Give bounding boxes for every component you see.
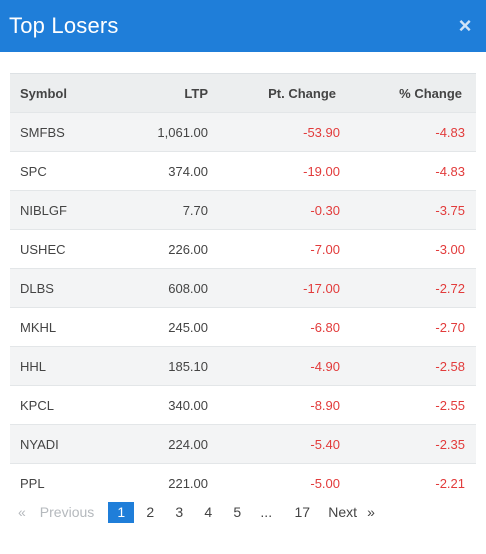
previous-button[interactable]: « Previous	[18, 502, 94, 523]
cell-pct-change: -2.58	[435, 358, 465, 374]
close-icon[interactable]: ×	[458, 13, 472, 38]
table-body: SMFBS 1,061.00 -53.90 -4.83 SPC 374.00 -…	[10, 112, 476, 503]
cell-ltp: 608.00	[168, 280, 208, 296]
cell-pt-change: -5.40	[310, 436, 340, 452]
cell-symbol: DLBS	[20, 280, 54, 296]
page-button-3[interactable]: 3	[175, 504, 184, 520]
previous-label: Previous	[39, 504, 95, 520]
cell-ltp: 185.10	[168, 358, 208, 374]
cell-pt-change: -4.90	[310, 358, 340, 374]
chevron-double-right-icon: »	[367, 504, 375, 520]
cell-ltp: 221.00	[168, 475, 208, 491]
cell-ltp: 1,061.00	[157, 124, 208, 140]
table-header-row: Symbol LTP Pt. Change % Change	[10, 73, 476, 113]
table-row[interactable]: DLBS 608.00 -17.00 -2.72	[10, 268, 476, 308]
chevron-double-left-icon: «	[18, 504, 26, 520]
column-header-ltp[interactable]: LTP	[184, 85, 208, 101]
table-row[interactable]: KPCL 340.00 -8.90 -2.55	[10, 385, 476, 425]
table-row[interactable]: SMFBS 1,061.00 -53.90 -4.83	[10, 112, 476, 152]
cell-pt-change: -7.00	[310, 241, 340, 257]
next-button[interactable]: Next »	[328, 502, 375, 523]
cell-pct-change: -2.72	[435, 280, 465, 296]
cell-symbol: PPL	[20, 475, 45, 491]
table-row[interactable]: NYADI 224.00 -5.40 -2.35	[10, 424, 476, 464]
cell-pct-change: -2.35	[435, 436, 465, 452]
cell-ltp: 340.00	[168, 397, 208, 413]
table-row[interactable]: PPL 221.00 -5.00 -2.21	[10, 463, 476, 503]
cell-pt-change: -19.00	[303, 163, 340, 179]
cell-pct-change: -2.55	[435, 397, 465, 413]
cell-pct-change: -4.83	[435, 163, 465, 179]
page-button-2[interactable]: 2	[146, 504, 155, 520]
modal-header: Top Losers ×	[0, 0, 486, 52]
cell-pt-change: -17.00	[303, 280, 340, 296]
cell-pct-change: -2.70	[435, 319, 465, 335]
cell-pt-change: -53.90	[303, 124, 340, 140]
column-header-symbol[interactable]: Symbol	[20, 85, 67, 101]
table-header: Symbol LTP Pt. Change % Change	[10, 73, 476, 113]
cell-symbol: SPC	[20, 163, 47, 179]
column-header-pct-change[interactable]: % Change	[399, 85, 462, 101]
page-button-5[interactable]: 5	[233, 504, 242, 520]
cell-ltp: 245.00	[168, 319, 208, 335]
page-button-4[interactable]: 4	[204, 504, 213, 520]
cell-pt-change: -0.30	[310, 202, 340, 218]
table-row[interactable]: MKHL 245.00 -6.80 -2.70	[10, 307, 476, 347]
cell-pct-change: -4.83	[435, 124, 465, 140]
cell-symbol: MKHL	[20, 319, 57, 335]
pagination: « Previous 1 2 3 4 5 ... 17 Next »	[10, 502, 375, 523]
cell-ltp: 224.00	[168, 436, 208, 452]
next-label: Next	[328, 504, 358, 520]
top-losers-table-container: Symbol LTP Pt. Change % Change SMFBS 1,0…	[10, 73, 476, 503]
top-losers-table: Symbol LTP Pt. Change % Change SMFBS 1,0…	[10, 73, 476, 503]
cell-pt-change: -5.00	[310, 475, 340, 491]
table-row[interactable]: NIBLGF 7.70 -0.30 -3.75	[10, 190, 476, 230]
table-row[interactable]: HHL 185.10 -4.90 -2.58	[10, 346, 476, 386]
cell-symbol: NYADI	[20, 436, 59, 452]
cell-pct-change: -2.21	[435, 475, 465, 491]
cell-pct-change: -3.75	[435, 202, 465, 218]
cell-symbol: HHL	[20, 358, 47, 374]
cell-ltp: 226.00	[168, 241, 208, 257]
cell-symbol: USHEC	[20, 241, 66, 257]
pagination-ellipsis: ...	[260, 504, 273, 520]
cell-symbol: NIBLGF	[20, 202, 67, 218]
cell-pt-change: -6.80	[310, 319, 340, 335]
cell-ltp: 7.70	[182, 202, 208, 218]
table-row[interactable]: USHEC 226.00 -7.00 -3.00	[10, 229, 476, 269]
cell-pt-change: -8.90	[310, 397, 340, 413]
modal-title: Top Losers	[9, 13, 119, 38]
cell-ltp: 374.00	[168, 163, 208, 179]
cell-pct-change: -3.00	[435, 241, 465, 257]
cell-symbol: KPCL	[20, 397, 54, 413]
page-button-1[interactable]: 1	[108, 502, 135, 523]
table-row[interactable]: SPC 374.00 -19.00 -4.83	[10, 151, 476, 191]
cell-symbol: SMFBS	[20, 124, 65, 140]
page-button-last[interactable]: 17	[294, 504, 311, 520]
column-header-pt-change[interactable]: Pt. Change	[268, 85, 336, 101]
